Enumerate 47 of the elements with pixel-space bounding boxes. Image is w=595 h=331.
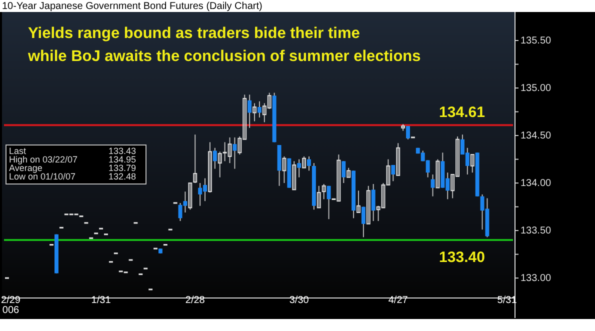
candlestick <box>396 142 400 176</box>
candlestick <box>316 185 321 208</box>
candlestick <box>346 167 351 178</box>
candlestick <box>342 160 346 184</box>
candlestick <box>248 94 252 128</box>
text: Yields range bound as traders bide their time while BoJ awaits the conclusion of summer elections <box>27 25 421 65</box>
x-tick-label: 2/29 006 <box>1 295 21 316</box>
text: High on 03/22/07 134.95 <box>9 154 136 164</box>
candlestick <box>430 174 435 197</box>
candlestick <box>436 158 440 188</box>
x-tick-label: 4/27 <box>388 295 408 306</box>
y-tick-label: 135.00 <box>520 83 552 94</box>
candlestick <box>208 142 212 194</box>
ref-line-label: 134.61 <box>439 104 485 122</box>
ref-line-label: 133.40 <box>439 249 485 266</box>
candlestick <box>361 206 366 238</box>
x-tick-label: 2/28 <box>185 295 206 306</box>
candlestick <box>406 126 410 140</box>
y-tick-label: 134.50 <box>520 130 552 142</box>
candlestick <box>371 183 376 222</box>
candlestick <box>292 160 296 190</box>
y-tick-label: 133.50 <box>520 226 552 237</box>
candlestick <box>188 182 192 210</box>
candlestick <box>252 102 257 122</box>
text: Low on 01/10/07 132.48 <box>9 172 136 182</box>
x-tick-label: 1/31 <box>91 295 112 306</box>
candlestick <box>282 156 286 184</box>
candlestick <box>297 158 302 178</box>
candlestick <box>193 134 198 184</box>
y-tick-label: 134.00 <box>520 178 552 190</box>
candlestick <box>212 147 217 170</box>
candlestick <box>391 164 396 182</box>
candlestick <box>257 100 262 118</box>
text: Average 133.79 <box>9 163 136 173</box>
chart-title: 10-Year Japanese Government Bond Futures (Daily Chart) <box>2 1 262 12</box>
x-tick-label: 3/30 <box>289 295 310 306</box>
y-tick-label: 135.50 <box>520 36 552 47</box>
candlestick <box>326 185 331 220</box>
candlestick <box>302 156 306 168</box>
candlestick <box>356 190 360 213</box>
candlestick <box>366 185 370 224</box>
y-tick-label: 133.00 <box>520 273 552 284</box>
candlestick <box>232 136 237 170</box>
candlestick <box>322 183 326 200</box>
candlestick <box>307 156 311 172</box>
text: Last 133.43 <box>9 146 136 156</box>
candlestick <box>470 154 474 174</box>
